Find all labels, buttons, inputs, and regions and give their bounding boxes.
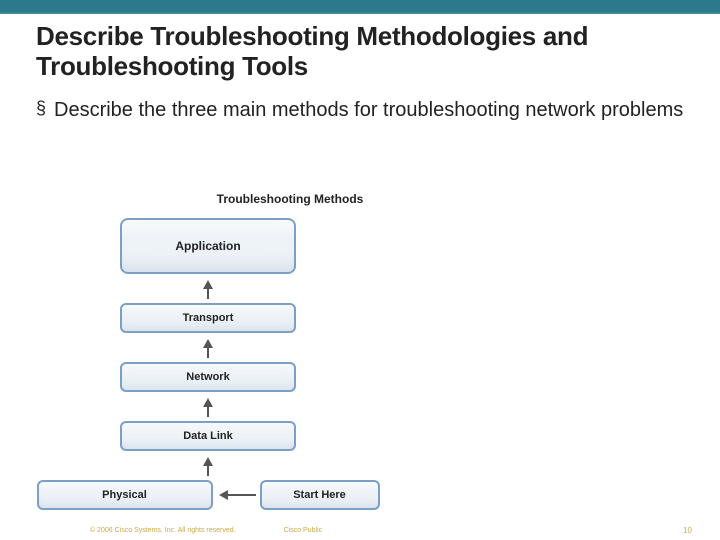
start-here-box: Start Here (260, 480, 380, 510)
bullet-item: § Describe the three main methods for tr… (0, 86, 720, 122)
bullet-text: Describe the three main methods for trou… (54, 98, 683, 122)
arrow-up-icon (203, 339, 213, 362)
physical-row: Physical Start Here (37, 480, 380, 510)
layer-box-physical: Physical (37, 480, 213, 510)
layer-label: Application (175, 239, 240, 253)
layer-box-transport: Transport (120, 303, 296, 333)
layer-label: Transport (183, 312, 234, 324)
top-accent-bar (0, 0, 720, 14)
bullet-marker: § (36, 98, 46, 120)
slide-footer: © 2006 Cisco Systems, Inc. All rights re… (0, 527, 720, 534)
arrow-up-icon (203, 280, 213, 303)
footer-page-number: 10 (683, 526, 692, 535)
arrow-up-icon (203, 398, 213, 421)
layer-box-datalink: Data Link (120, 421, 296, 451)
diagram-title: Troubleshooting Methods (120, 192, 460, 206)
layer-label: Network (186, 371, 229, 383)
layer-stack: Application Transport Network Data Link … (120, 218, 296, 510)
troubleshooting-diagram: Troubleshooting Methods Application Tran… (120, 192, 460, 510)
layer-label: Physical (102, 489, 147, 501)
arrow-left-icon (219, 490, 256, 500)
start-label: Start Here (293, 489, 346, 501)
layer-label: Data Link (183, 430, 233, 442)
footer-copyright: © 2006 Cisco Systems, Inc. All rights re… (90, 527, 236, 534)
footer-classification: Cisco Public (284, 527, 323, 534)
slide-title: Describe Troubleshooting Methodologies a… (0, 14, 720, 86)
arrow-up-icon (203, 457, 213, 480)
layer-box-application: Application (120, 218, 296, 274)
layer-box-network: Network (120, 362, 296, 392)
